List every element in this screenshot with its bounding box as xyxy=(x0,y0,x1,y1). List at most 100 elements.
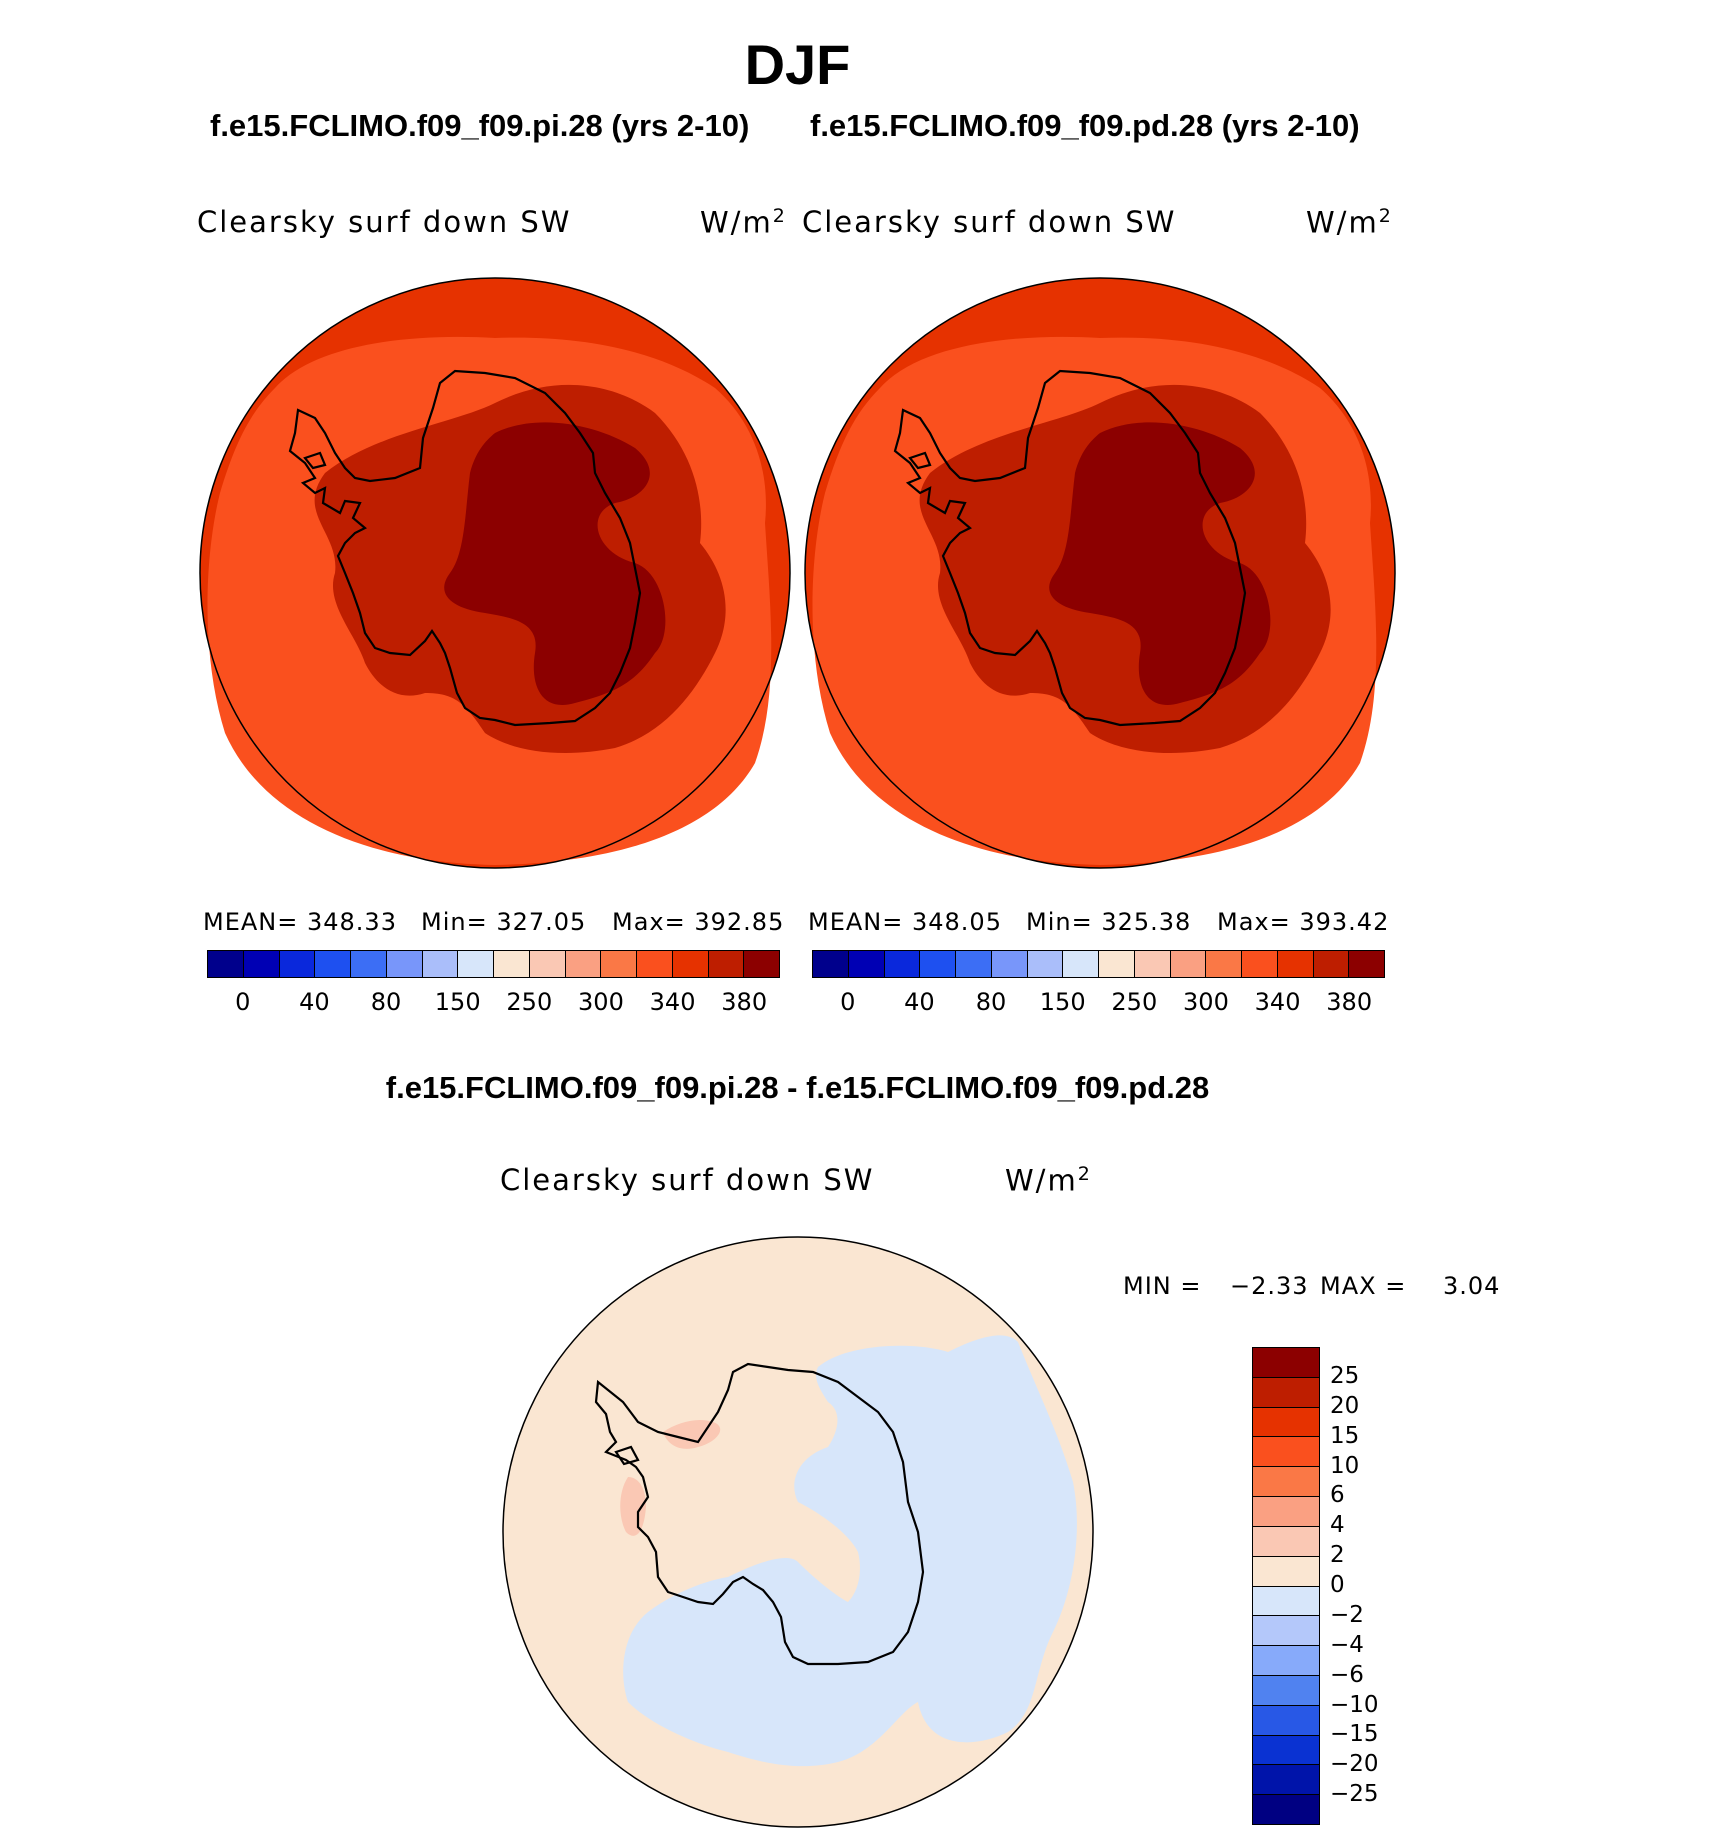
panel-1-min: Min= 327.05 xyxy=(421,908,587,936)
colorbar-swatch xyxy=(637,951,673,977)
colorbar-swatch xyxy=(708,951,745,977)
map-plateau-field xyxy=(1049,422,1271,705)
colorbar-swatch xyxy=(1253,1407,1319,1438)
colorbar-tick-label: 40 xyxy=(299,988,330,1016)
colorbar-swatch xyxy=(744,951,779,977)
map-panel-difference xyxy=(502,1236,1094,1828)
colorbar-tick-label: 2 xyxy=(1330,1542,1345,1569)
colorbar-swatch xyxy=(1253,1437,1319,1468)
case-1-title: f.e15.FCLIMO.f09_f09.pi.28 (yrs 2-10) xyxy=(210,108,750,143)
panel-2-mean: MEAN= 348.05 xyxy=(808,908,1002,936)
colorbar-tick-label: 380 xyxy=(1326,988,1373,1016)
coastline xyxy=(893,369,1247,727)
colorbar-swatch xyxy=(1253,1765,1319,1796)
colorbar-tick-label: −4 xyxy=(1330,1631,1364,1658)
colorbar-swatch xyxy=(1253,1348,1319,1378)
coastline xyxy=(594,1362,925,1666)
units-base: W/m xyxy=(700,205,773,240)
diff-variable-label: Clearsky surf down SW xyxy=(500,1163,875,1197)
panel-1-units: W/m2 xyxy=(700,205,787,240)
colorbar-swatch xyxy=(884,951,921,977)
colorbar-swatch xyxy=(529,951,566,977)
colorbar-swatch xyxy=(601,951,637,977)
colorbar-tick-label: 15 xyxy=(1330,1422,1360,1449)
island xyxy=(303,451,327,470)
diff-units: W/m2 xyxy=(1005,1163,1092,1198)
map-plateau-field xyxy=(444,422,666,705)
map-panel-2 xyxy=(804,277,1396,869)
diff-positive-field-strong xyxy=(663,1420,721,1449)
colorbar-swatch xyxy=(1253,1467,1319,1498)
colorbar-swatch xyxy=(1253,1586,1319,1617)
diff-min-value: −2.33 xyxy=(1230,1272,1309,1300)
colorbar-swatch xyxy=(920,951,956,977)
colorbar-tick-label: −20 xyxy=(1330,1751,1379,1778)
colorbar-tick-label: 25 xyxy=(1330,1362,1360,1389)
panel-1-mean: MEAN= 348.33 xyxy=(203,908,397,936)
colorbar-swatch xyxy=(813,951,849,977)
colorbar-tick-label: 80 xyxy=(975,988,1007,1016)
colorbar-tick-label: 150 xyxy=(1039,988,1086,1016)
diff-max-label: MAX = xyxy=(1320,1272,1407,1300)
colorbar-tick-label: 380 xyxy=(721,988,768,1016)
colorbar-swatch xyxy=(422,951,459,977)
colorbar-swatch xyxy=(991,951,1028,977)
colorbar-swatch xyxy=(1253,1646,1319,1676)
colorbar-panel-1 xyxy=(207,950,780,978)
difference-title: f.e15.FCLIMO.f09_f09.pi.28 - f.e15.FCLIM… xyxy=(385,1070,1210,1105)
colorbar-swatch xyxy=(1349,951,1384,977)
colorbar-swatch xyxy=(1134,951,1171,977)
colorbar-tick-label: 0 xyxy=(235,988,251,1016)
colorbar-tick-label: 150 xyxy=(434,988,481,1016)
colorbar-swatch xyxy=(279,951,316,977)
colorbar-difference xyxy=(1252,1347,1320,1825)
colorbar-tick-label: 300 xyxy=(578,988,624,1016)
units-base: W/m xyxy=(1005,1163,1078,1198)
colorbar-tick-label: 10 xyxy=(1330,1452,1360,1479)
colorbar-swatch xyxy=(1253,1675,1319,1706)
colorbar-swatch xyxy=(208,951,244,977)
panel-2-max: Max= 393.42 xyxy=(1217,908,1390,936)
colorbar-swatch xyxy=(1099,951,1135,977)
colorbar-tick-label: 40 xyxy=(904,988,935,1016)
map-border xyxy=(502,1236,1094,1828)
panel-1-variable-label: Clearsky surf down SW xyxy=(197,205,572,239)
colorbar-swatch xyxy=(315,951,351,977)
colorbar-swatch xyxy=(956,951,992,977)
colorbar-swatch xyxy=(351,951,387,977)
colorbar-tick-label: 6 xyxy=(1330,1482,1345,1509)
panel-2-variable-label: Clearsky surf down SW xyxy=(802,205,1177,239)
case-2-title: f.e15.FCLIMO.f09_f09.pd.28 (yrs 2-10) xyxy=(810,108,1360,143)
colorbar-tick-label: 300 xyxy=(1183,988,1229,1016)
colorbar-swatch xyxy=(1253,1497,1319,1527)
colorbar-swatch xyxy=(1253,1705,1319,1736)
colorbar-tick-label: −15 xyxy=(1330,1721,1379,1748)
diff-positive-field-strong xyxy=(620,1477,646,1536)
colorbar-swatch xyxy=(1242,951,1278,977)
colorbar-tick-label: 250 xyxy=(1111,988,1158,1016)
season-title: DJF xyxy=(744,33,851,96)
colorbar-tick-label: 4 xyxy=(1330,1512,1345,1539)
colorbar-swatch xyxy=(1253,1556,1319,1587)
units-exponent: 2 xyxy=(772,205,787,227)
colorbar-swatch xyxy=(672,951,709,977)
colorbar-swatch xyxy=(1253,1377,1319,1408)
units-base: W/m xyxy=(1306,205,1379,240)
colorbar-swatch xyxy=(1206,951,1242,977)
colorbar-tick-label: −2 xyxy=(1330,1601,1364,1628)
colorbar-tick-label: 340 xyxy=(649,988,696,1016)
panel-2-units: W/m2 xyxy=(1306,205,1393,240)
map-border xyxy=(199,277,791,869)
colorbar-swatch xyxy=(243,951,280,977)
colorbar-swatch xyxy=(1063,951,1099,977)
island xyxy=(908,451,932,470)
colorbar-tick-label: 340 xyxy=(1254,988,1301,1016)
colorbar-swatch xyxy=(1277,951,1314,977)
colorbar-swatch xyxy=(1170,951,1207,977)
colorbar-swatch xyxy=(1253,1616,1319,1647)
colorbar-tick-label: −25 xyxy=(1330,1781,1379,1808)
colorbar-swatch xyxy=(848,951,885,977)
colorbar-tick-label: 250 xyxy=(506,988,553,1016)
units-exponent: 2 xyxy=(1077,1163,1092,1185)
panel-2-min: Min= 325.38 xyxy=(1026,908,1192,936)
